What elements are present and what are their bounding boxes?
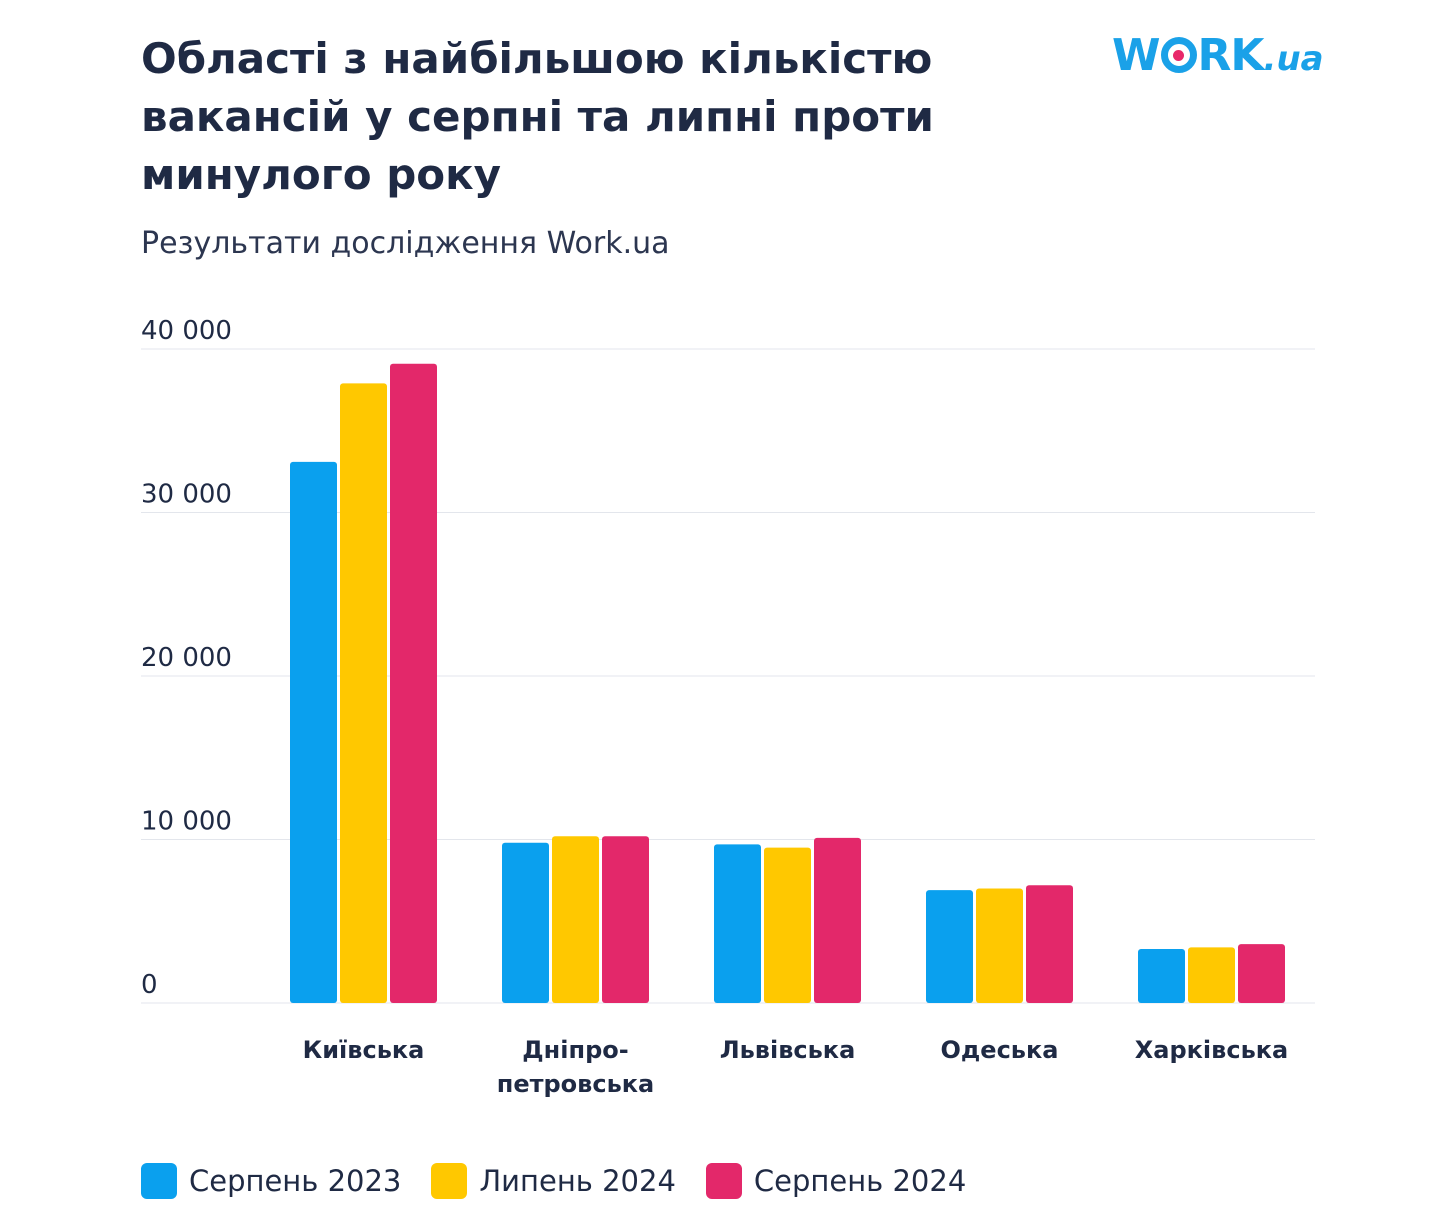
x-tick-label: Харківська xyxy=(1135,1036,1288,1064)
bar xyxy=(290,461,337,1003)
legend-item-lypen-2024: Липень 2024 xyxy=(431,1163,676,1199)
logo-tld: .ua xyxy=(1263,39,1324,79)
bar xyxy=(502,842,549,1003)
bar xyxy=(764,847,811,1003)
legend-label: Липень 2024 xyxy=(479,1164,676,1198)
bar xyxy=(340,383,387,1004)
bar xyxy=(1238,944,1285,1003)
legend-swatch xyxy=(431,1163,468,1199)
y-tick-label: 20 000 xyxy=(141,643,232,673)
legend-item-serpen-2023: Серпень 2023 xyxy=(141,1163,401,1199)
bar xyxy=(602,836,649,1003)
legend-label: Серпень 2024 xyxy=(753,1164,967,1198)
y-tick-label: 10 000 xyxy=(141,807,232,837)
bar xyxy=(1026,885,1073,1003)
y-tick-label: 0 xyxy=(141,970,158,1000)
bar xyxy=(814,837,861,1003)
logo-letter-w: W xyxy=(1112,30,1161,81)
x-tick-label: Київська xyxy=(303,1036,425,1064)
x-tick-label: Дніпро-петровська xyxy=(497,1036,655,1098)
legend-swatch xyxy=(141,1163,177,1199)
bar xyxy=(390,363,437,1004)
legend-item-serpen-2024: Серпень 2024 xyxy=(705,1163,967,1199)
x-tick-label: Одеська xyxy=(941,1036,1059,1064)
logo-letters-rk: RK xyxy=(1197,30,1265,81)
chart-title: Області з найбільшою кількістю вакансій … xyxy=(141,34,934,199)
legend-label: Серпень 2023 xyxy=(189,1164,402,1198)
bar xyxy=(926,890,973,1003)
y-tick-label: 30 000 xyxy=(141,480,232,510)
legend: Серпень 2023 Липень 2024 Серпень 2024 xyxy=(141,1163,996,1199)
y-tick-label: 40 000 xyxy=(141,316,232,346)
logo-target-icon xyxy=(1160,37,1197,73)
work-ua-logo: W RK .ua xyxy=(1112,30,1324,90)
bar-chart: 0 10 000 20 000 30 000 40 000 Київська Дніпро-… xyxy=(141,316,1315,1098)
chart-subtitle: Результати дослідження Work.ua xyxy=(141,226,670,261)
legend-swatch xyxy=(705,1163,742,1199)
x-tick-label: Львівська xyxy=(720,1036,856,1064)
bar xyxy=(1138,949,1185,1003)
bar xyxy=(976,888,1023,1003)
bar xyxy=(1188,947,1235,1003)
bar xyxy=(552,836,599,1003)
bar xyxy=(714,844,761,1003)
